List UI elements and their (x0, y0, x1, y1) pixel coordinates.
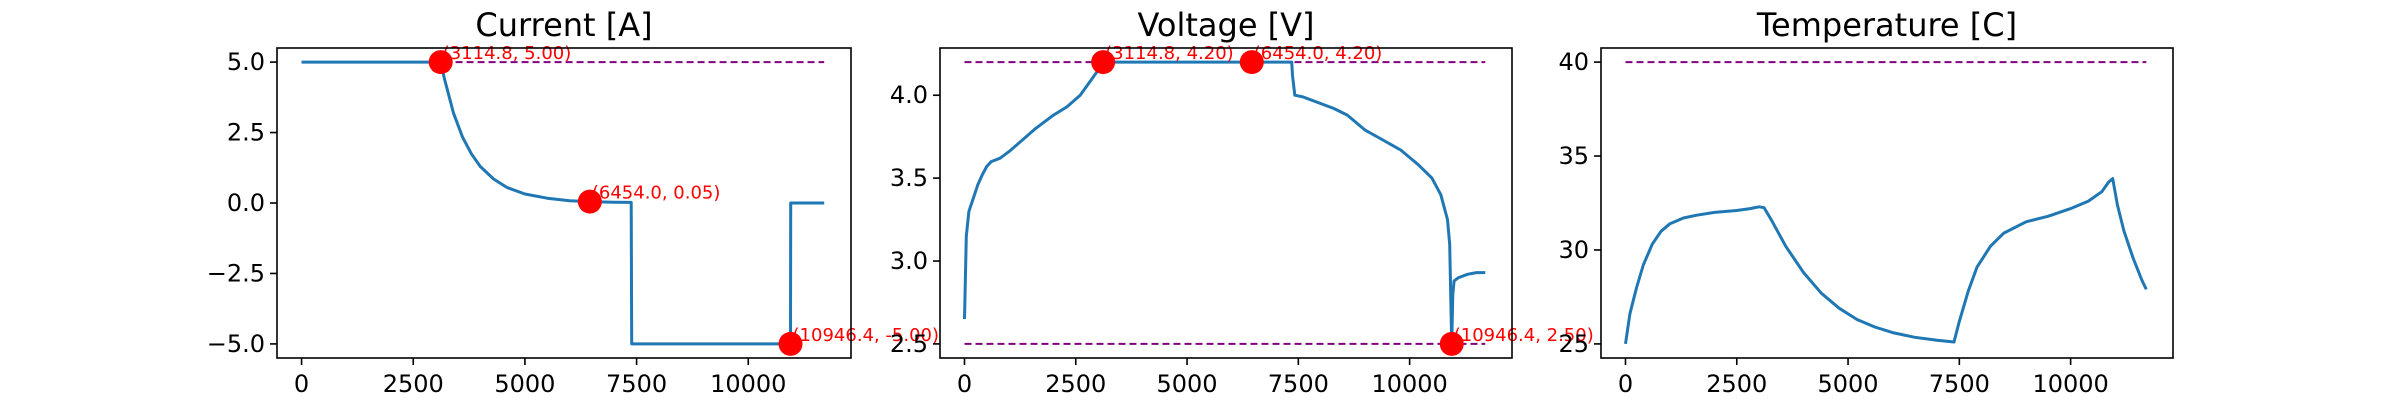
marker-annotation: (3114.8, 4.20) (1105, 43, 1234, 64)
y-tick-label: 2.5 (890, 330, 928, 358)
marker-point (1439, 331, 1464, 356)
series-line (963, 60, 1486, 346)
marker-point (1239, 50, 1264, 75)
x-tick-label: 10000 (1371, 370, 1447, 398)
x-tick-label: 10000 (710, 370, 786, 398)
y-tick-label: 40 (1558, 48, 1589, 76)
y-tick-label: 4.0 (890, 81, 928, 109)
x-tick-label: 5000 (494, 370, 555, 398)
marker-point (1091, 50, 1116, 75)
chart-panel-2: Voltage [V] 0 2500 5000 7500 10000 2.5 3.0 3.5 4.… (890, 6, 1594, 398)
chart-title: Current [A] (475, 6, 652, 44)
y-tick-label: 25 (1558, 330, 1589, 358)
series-line (301, 60, 825, 346)
y-tick-label: −2.5 (207, 259, 265, 287)
x-tick-label: 7500 (1268, 370, 1329, 398)
y-tick-label: 5.0 (227, 48, 265, 76)
marker-annotation: (10946.4, 2.50) (1454, 325, 1594, 346)
marker-annotation: (10946.4, -5.00) (793, 325, 940, 346)
x-tick-label: 5000 (1818, 370, 1879, 398)
x-tick-label: 0 (957, 370, 972, 398)
chart-title: Voltage [V] (1137, 6, 1314, 44)
x-tick-label: 10000 (2032, 370, 2108, 398)
x-tick-label: 2500 (1045, 370, 1106, 398)
x-tick-label: 2500 (1706, 370, 1767, 398)
marker-point (577, 189, 602, 214)
chart-title: Temperature [C] (1756, 6, 2017, 44)
y-tick-label: 3.5 (890, 164, 928, 192)
series-line (1624, 177, 2148, 345)
chart-panel-1: Current [A] 0 2500 5000 7500 10000 −5.0 −2.5 0.0… (207, 6, 939, 398)
x-tick-label: 7500 (1929, 370, 1990, 398)
marker-point (778, 331, 803, 356)
marker-annotation: (6454.0, 0.05) (592, 183, 721, 204)
plot-frame (1600, 47, 2174, 359)
x-tick-label: 0 (294, 370, 309, 398)
y-tick-label: 35 (1558, 142, 1589, 170)
x-tick-label: 2500 (383, 370, 444, 398)
marker-annotation: (3114.8, 5.00) (443, 43, 572, 64)
y-tick-label: 30 (1558, 236, 1589, 264)
y-tick-label: −5.0 (207, 330, 265, 358)
y-tick-label: 2.5 (227, 119, 265, 147)
chart-panel-3: Temperature [C] 0 2500 5000 7500 10000 25 30 35 4… (1558, 6, 2174, 398)
plot-frame (939, 47, 1513, 359)
x-tick-label: 5000 (1157, 370, 1218, 398)
x-tick-label: 0 (1618, 370, 1633, 398)
marker-point (428, 50, 453, 75)
plot-frame (276, 47, 852, 359)
y-tick-label: 3.0 (890, 247, 928, 275)
x-tick-label: 7500 (606, 370, 667, 398)
marker-annotation: (6454.0, 4.20) (1254, 43, 1383, 64)
y-tick-label: 0.0 (227, 189, 265, 217)
